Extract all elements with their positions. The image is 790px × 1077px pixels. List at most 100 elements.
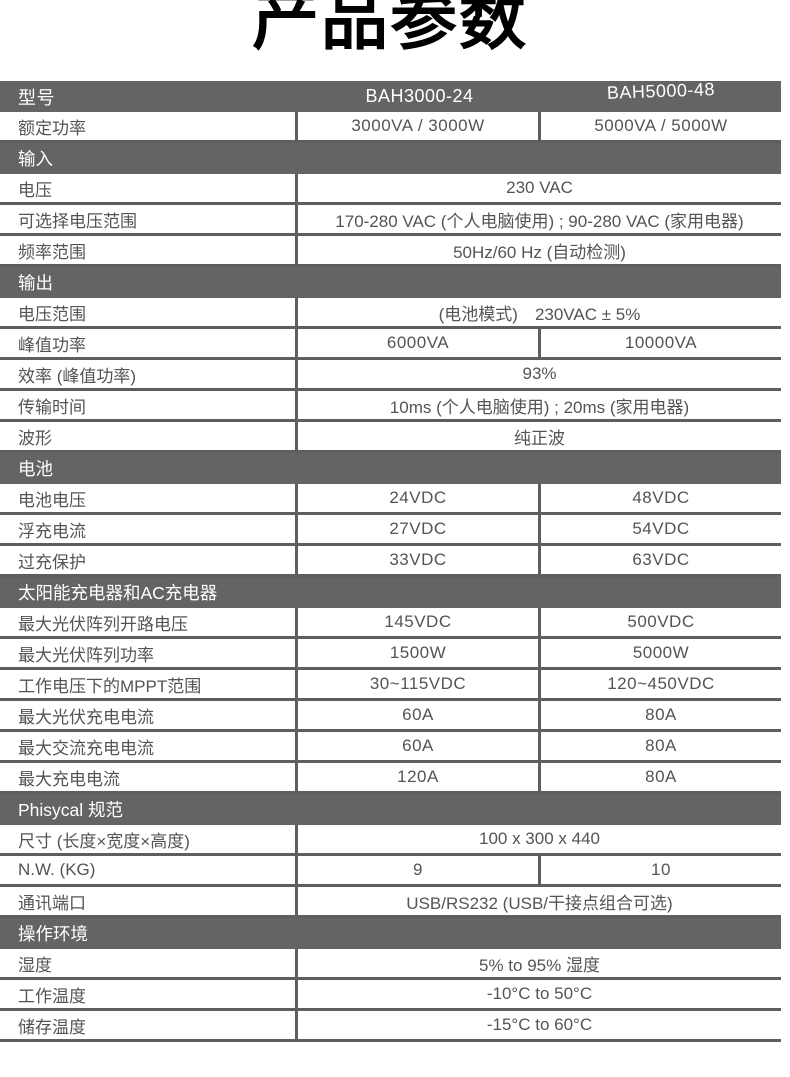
row-value-col2: 10000VA bbox=[624, 333, 698, 352]
row-label: 电压范围 bbox=[0, 298, 298, 326]
spec-row: 最大光伏充电电流 60A 80A bbox=[0, 701, 781, 732]
row-value-col2: 500VDC bbox=[627, 612, 695, 631]
row-value-col1: 60A bbox=[298, 732, 541, 760]
row-label: 效率 (峰值功率) bbox=[0, 360, 298, 388]
spec-table: 型号 BAH3000-24 BAH5000-48 额定功率 3000VA / 3000W… bbox=[0, 79, 781, 1042]
spec-row: 频率范围 50Hz/60 Hz (自动检测) bbox=[0, 236, 781, 267]
section-title: 操作环境 bbox=[18, 924, 88, 944]
row-label: 最大光伏阵列功率 bbox=[0, 639, 298, 667]
row-value-col1: 27VDC bbox=[298, 515, 541, 543]
row-value-col1: 1500W bbox=[298, 639, 541, 667]
spec-row: 传输时间 10ms (个人电脑使用) ; 20ms (家用电器) bbox=[0, 391, 781, 422]
row-label: 过充保护 bbox=[0, 546, 298, 574]
row-label: 通讯端口 bbox=[0, 887, 298, 915]
row-value-col2: 48VDC bbox=[632, 488, 690, 507]
row-label: 波形 bbox=[0, 422, 298, 450]
section-bar-row: Phisycal 规范 bbox=[0, 794, 781, 825]
row-value-span: 93% bbox=[522, 364, 557, 383]
row-value-col2: 80A bbox=[645, 736, 677, 755]
section-bar-row: 太阳能充电器和AC充电器 bbox=[0, 577, 781, 608]
spec-row: N.W. (KG) 9 10 bbox=[0, 856, 781, 887]
row-value-col1: 24VDC bbox=[298, 484, 541, 512]
spec-row: 尺寸 (长度×宽度×高度) 100 x 300 x 440 bbox=[0, 825, 781, 856]
spec-row: 峰值功率 6000VA 10000VA bbox=[0, 329, 781, 360]
section-bar-row: 输出 bbox=[0, 267, 781, 298]
section-title: 输入 bbox=[18, 149, 53, 169]
row-value-col1: 120A bbox=[298, 763, 541, 791]
row-value-col1: 60A bbox=[298, 701, 541, 729]
row-value-span: 10ms (个人电脑使用) ; 20ms (家用电器) bbox=[389, 397, 690, 417]
row-value-span: -15°C to 60°C bbox=[486, 1015, 593, 1034]
section-title: 电池 bbox=[18, 459, 53, 479]
spec-row: 最大光伏阵列开路电压 145VDC 500VDC bbox=[0, 608, 781, 639]
spec-row: 波形 纯正波 bbox=[0, 422, 781, 453]
section-bar-row: 操作环境 bbox=[0, 918, 781, 949]
spec-row: 电压范围 (电池模式) 230VAC ± 5% bbox=[0, 298, 781, 329]
row-value-col2: 5000VA / 5000W bbox=[594, 116, 728, 135]
section-bar-row: 电池 bbox=[0, 453, 781, 484]
row-value-col2: 10 bbox=[651, 860, 671, 879]
row-label: 型号 bbox=[18, 87, 55, 108]
row-value-col1: 3000VA / 3000W bbox=[298, 112, 541, 140]
row-label: 传输时间 bbox=[0, 391, 298, 419]
row-value-col2: 5000W bbox=[632, 643, 690, 662]
spec-row: 可选择电压范围 170-280 VAC (个人电脑使用) ; 90-280 VAC… bbox=[0, 205, 781, 236]
row-label: 湿度 bbox=[0, 949, 298, 977]
row-label: 最大光伏充电电流 bbox=[0, 701, 298, 729]
row-label: 最大充电电流 bbox=[0, 763, 298, 791]
spec-row: 工作温度 -10°C to 50°C bbox=[0, 980, 781, 1011]
spec-row: 效率 (峰值功率) 93% bbox=[0, 360, 781, 391]
row-label: 储存温度 bbox=[0, 1011, 298, 1039]
row-value-span: -10°C to 50°C bbox=[486, 984, 593, 1003]
row-value-span: 5% to 95% 湿度 bbox=[479, 955, 600, 975]
row-label: 电压 bbox=[0, 174, 298, 202]
row-label: 最大交流充电电流 bbox=[0, 732, 298, 760]
spec-row: 湿度 5% to 95% 湿度 bbox=[0, 949, 781, 980]
row-label: 电池电压 bbox=[0, 484, 298, 512]
row-label: 工作电压下的MPPT范围 bbox=[0, 670, 298, 698]
row-value-col1: 9 bbox=[298, 856, 541, 884]
row-value-col1: 30~115VDC bbox=[298, 670, 541, 698]
row-value-span: USB/RS232 (USB/干接点组合可选) bbox=[406, 893, 673, 913]
spec-row: 额定功率 3000VA / 3000W 5000VA / 5000W bbox=[0, 112, 781, 143]
row-value-span: 100 x 300 x 440 bbox=[479, 829, 600, 848]
section-title: 太阳能充电器和AC充电器 bbox=[18, 583, 218, 603]
spec-row: 工作电压下的MPPT范围 30~115VDC 120~450VDC bbox=[0, 670, 781, 701]
section-title: 输出 bbox=[18, 273, 53, 293]
row-value-col1: 145VDC bbox=[298, 608, 541, 636]
spec-row: 通讯端口 USB/RS232 (USB/干接点组合可选) bbox=[0, 887, 781, 918]
row-value-span: (电池模式) 230VAC ± 5% bbox=[438, 304, 641, 324]
spec-row: 储存温度 -15°C to 60°C bbox=[0, 1011, 781, 1042]
section-bar-row: 输入 bbox=[0, 143, 781, 174]
row-label: 尺寸 (长度×宽度×高度) bbox=[0, 825, 298, 853]
row-label: 工作温度 bbox=[0, 980, 298, 1008]
spec-row: 最大光伏阵列功率 1500W 5000W bbox=[0, 639, 781, 670]
model-name-col1: BAH3000-24 bbox=[365, 86, 474, 106]
row-label: 频率范围 bbox=[0, 236, 298, 264]
spec-row: 最大交流充电电流 60A 80A bbox=[0, 732, 781, 763]
row-value-col1: 6000VA bbox=[298, 329, 541, 357]
spec-row: 电池电压 24VDC 48VDC bbox=[0, 484, 781, 515]
model-name-col2: BAH5000-48 bbox=[606, 79, 716, 103]
row-value-col1: 33VDC bbox=[298, 546, 541, 574]
row-value-span: 50Hz/60 Hz (自动检测) bbox=[453, 242, 626, 262]
row-value-col2: 80A bbox=[645, 705, 677, 724]
row-value-col2: 54VDC bbox=[632, 519, 690, 538]
row-value-span: 230 VAC bbox=[506, 178, 573, 197]
section-title: Phisycal 规范 bbox=[18, 800, 124, 820]
page-title: 产品参数 bbox=[252, 0, 528, 58]
table-header-row: 型号 BAH3000-24 BAH5000-48 bbox=[0, 79, 781, 112]
spec-row: 浮充电流 27VDC 54VDC bbox=[0, 515, 781, 546]
row-label: 最大光伏阵列开路电压 bbox=[0, 608, 298, 636]
spec-row: 电压 230 VAC bbox=[0, 174, 781, 205]
row-label: 浮充电流 bbox=[0, 515, 298, 543]
row-value-col2: 80A bbox=[645, 767, 677, 786]
row-value-span: 170-280 VAC (个人电脑使用) ; 90-280 VAC (家用电器) bbox=[335, 211, 744, 231]
row-label: N.W. (KG) bbox=[0, 856, 298, 884]
row-value-span: 纯正波 bbox=[514, 428, 565, 448]
row-value-col2: 63VDC bbox=[632, 550, 690, 569]
spec-row: 过充保护 33VDC 63VDC bbox=[0, 546, 781, 577]
spec-row: 最大充电电流 120A 80A bbox=[0, 763, 781, 794]
row-value-col2: 120~450VDC bbox=[607, 674, 715, 693]
